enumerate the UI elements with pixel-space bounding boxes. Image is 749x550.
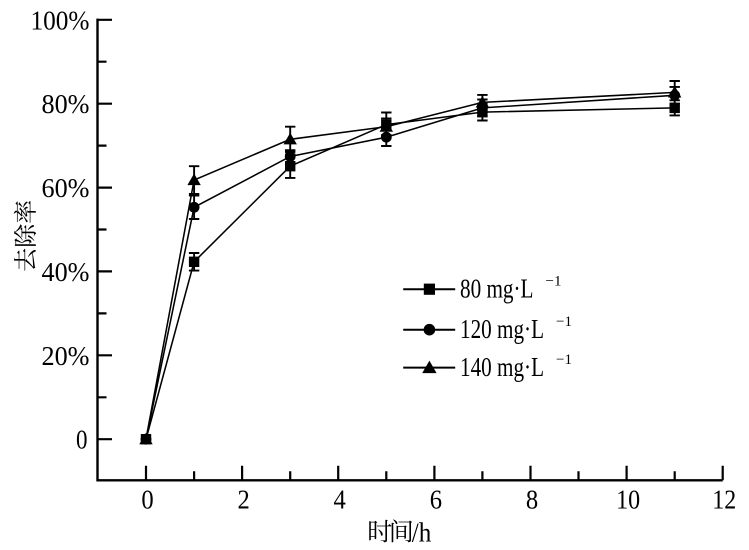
svg-text:8: 8 [526, 485, 538, 515]
svg-text:80 mg·L−1: 80 mg·L −1 [460, 274, 561, 304]
svg-text:40%: 40% [42, 257, 90, 287]
svg-text:10: 10 [616, 485, 640, 515]
svg-text:6: 6 [430, 485, 442, 515]
svg-text:12: 12 [712, 485, 736, 515]
svg-text:0: 0 [76, 425, 88, 455]
svg-text:2: 2 [237, 485, 249, 515]
svg-text:120 mg·L−1: 120 mg·L −1 [460, 314, 572, 344]
svg-text:100%: 100% [31, 5, 90, 35]
svg-text:140 mg·L−1: 140 mg·L −1 [460, 352, 572, 382]
svg-text:20%: 20% [42, 341, 90, 371]
svg-text:/h: /h [412, 518, 432, 548]
svg-text:60%: 60% [42, 173, 90, 203]
svg-text:4: 4 [334, 485, 347, 515]
svg-text:80%: 80% [42, 89, 90, 119]
svg-text:0: 0 [141, 485, 153, 515]
